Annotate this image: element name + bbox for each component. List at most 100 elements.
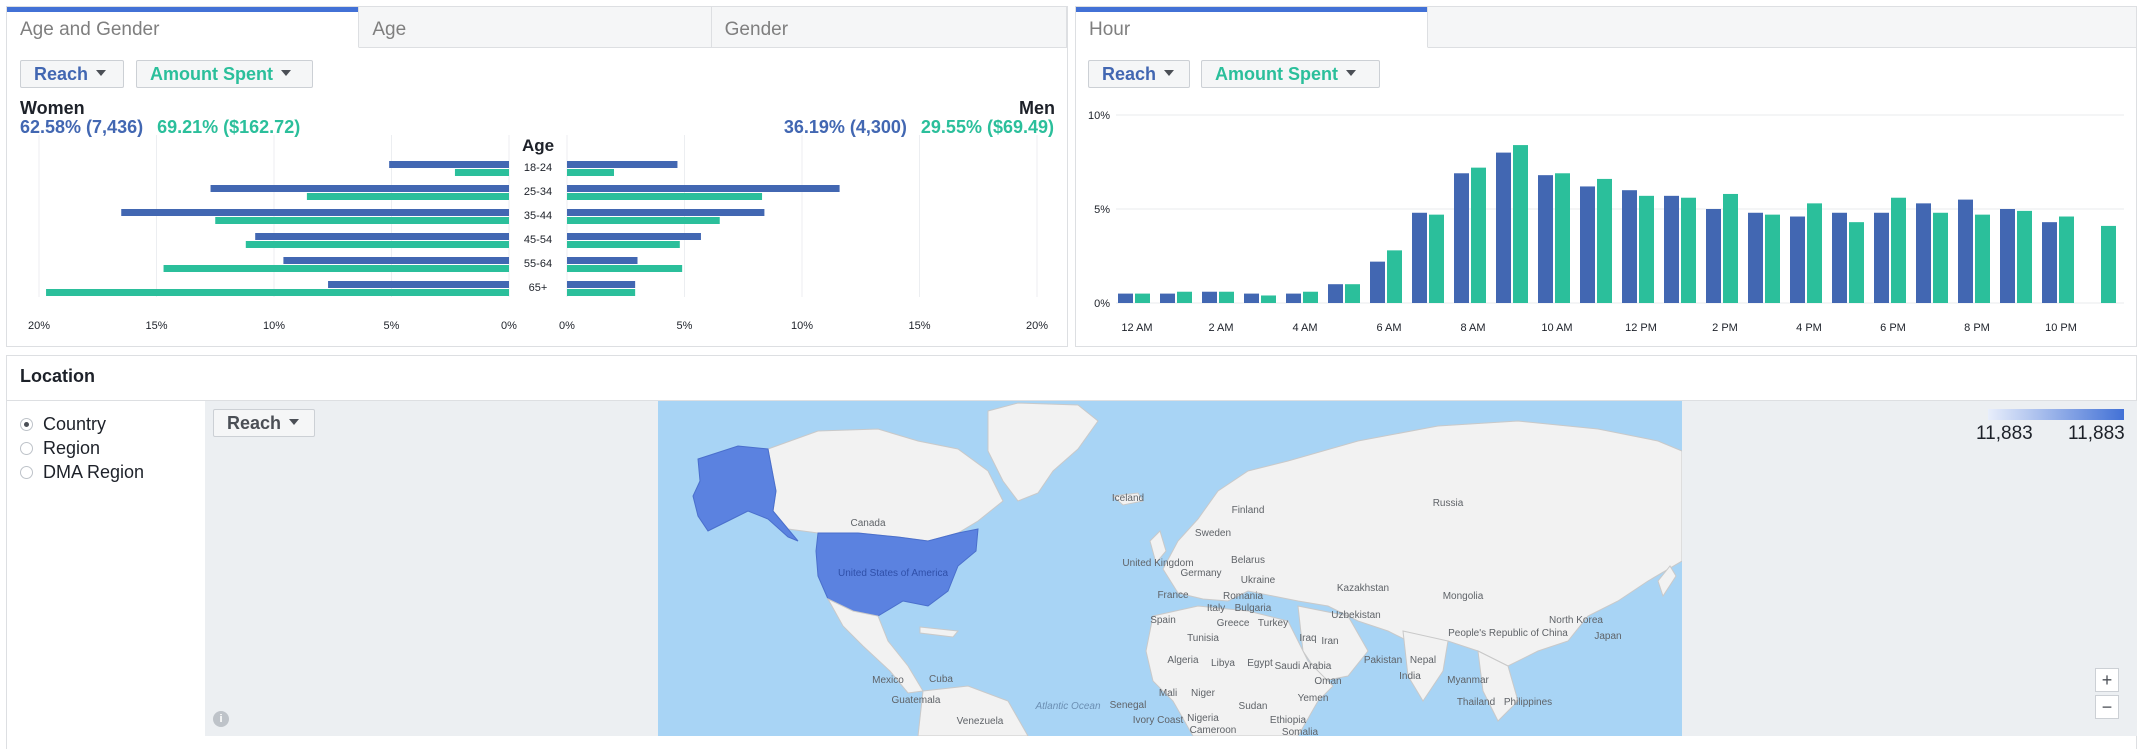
bar-hour-spent[interactable] (1849, 222, 1864, 303)
bar-hour-spent[interactable] (1933, 212, 1948, 303)
bar-women-spent[interactable] (454, 169, 509, 176)
bar-hour-spent[interactable] (1471, 167, 1486, 303)
women-stats: 62.58% (7,436) 69.21% ($162.72) (20, 117, 300, 138)
zoom-out-button[interactable]: − (2095, 695, 2119, 719)
bar-women-reach[interactable] (121, 209, 509, 216)
bar-hour-spent[interactable] (2101, 225, 2116, 303)
bar-men-spent[interactable] (567, 169, 614, 176)
x-tick-label: 12 PM (1625, 322, 1657, 334)
bar-hour-reach[interactable] (1202, 291, 1217, 303)
bar-women-spent[interactable] (46, 289, 510, 296)
zoom-in-button[interactable]: + (2095, 668, 2119, 692)
bar-hour-reach[interactable] (2000, 209, 2015, 303)
bar-men-reach[interactable] (567, 281, 636, 288)
hour-reach-dropdown[interactable]: Reach (1088, 60, 1190, 88)
map-label-saudi-arabia: Saudi Arabia (1275, 661, 1332, 672)
radio-region[interactable]: Region (20, 437, 100, 459)
bar-hour-spent[interactable] (1345, 284, 1360, 303)
bar-hour-reach[interactable] (2042, 222, 2057, 303)
bar-hour-spent[interactable] (1681, 197, 1696, 303)
tab-age-and-gender[interactable]: Age and Gender (7, 7, 360, 48)
hour-reach-dropdown-label: Reach (1102, 64, 1157, 84)
location-reach-dropdown[interactable]: Reach (213, 409, 315, 437)
amount-spent-dropdown[interactable]: Amount Spent (136, 60, 313, 88)
bar-hour-spent[interactable] (1429, 214, 1444, 303)
map-label-guatemala: Guatemala (892, 695, 941, 706)
bar-women-reach[interactable] (283, 257, 509, 264)
x-tick-label: 12 AM (1121, 322, 1152, 334)
bar-hour-spent[interactable] (1765, 214, 1780, 303)
bar-hour-spent[interactable] (2017, 210, 2032, 303)
bar-hour-reach[interactable] (1244, 293, 1259, 303)
bar-hour-spent[interactable] (1387, 250, 1402, 303)
bar-hour-spent[interactable] (1219, 291, 1234, 303)
bar-hour-spent[interactable] (1807, 203, 1822, 303)
tab-hour[interactable]: Hour (1076, 7, 1428, 48)
bar-men-reach[interactable] (567, 233, 701, 240)
tab-age[interactable]: Age (359, 7, 712, 48)
bar-hour-reach[interactable] (1832, 212, 1847, 303)
map-label-sweden: Sweden (1195, 528, 1231, 539)
women-label: Women (20, 98, 85, 118)
bar-hour-reach[interactable] (1118, 293, 1133, 303)
bar-hour-spent[interactable] (1513, 145, 1528, 303)
bar-hour-reach[interactable] (1664, 195, 1679, 303)
bar-hour-reach[interactable] (1958, 199, 1973, 303)
bar-hour-spent[interactable] (1177, 291, 1192, 303)
bar-men-reach[interactable] (567, 161, 678, 168)
bar-men-spent[interactable] (567, 289, 636, 296)
bar-hour-reach[interactable] (1496, 152, 1511, 303)
bar-women-reach[interactable] (328, 281, 509, 288)
info-icon[interactable]: i (213, 711, 229, 727)
bar-hour-reach[interactable] (1454, 173, 1469, 303)
bar-men-spent[interactable] (567, 265, 683, 272)
bar-hour-reach[interactable] (1412, 212, 1427, 303)
bar-men-spent[interactable] (567, 241, 680, 248)
tab-gender[interactable]: Gender (711, 7, 1067, 48)
bar-women-reach[interactable] (255, 233, 509, 240)
x-tick-label-right: 20% (1026, 320, 1048, 332)
bar-hour-spent[interactable] (1261, 295, 1276, 303)
bar-hour-spent[interactable] (1597, 178, 1612, 303)
bar-hour-spent[interactable] (1555, 173, 1570, 303)
bar-hour-reach[interactable] (1622, 190, 1637, 303)
map-label-myanmar: Myanmar (1447, 675, 1489, 686)
age-category-label: 55-64 (524, 258, 552, 270)
bar-men-spent[interactable] (567, 193, 763, 200)
map-label-egypt: Egypt (1247, 658, 1273, 669)
bar-men-reach[interactable] (567, 185, 840, 192)
bar-hour-reach[interactable] (1370, 261, 1385, 303)
hour-amount-spent-dropdown[interactable]: Amount Spent (1201, 60, 1380, 88)
bar-hour-spent[interactable] (1723, 193, 1738, 303)
bar-men-reach[interactable] (567, 209, 765, 216)
bar-men-reach[interactable] (567, 257, 638, 264)
radio-country[interactable]: Country (20, 413, 106, 435)
bar-women-reach[interactable] (210, 185, 510, 192)
bar-hour-reach[interactable] (1160, 293, 1175, 303)
bar-women-spent[interactable] (245, 241, 510, 248)
bar-hour-reach[interactable] (1916, 203, 1931, 303)
bar-hour-spent[interactable] (1135, 293, 1150, 303)
bar-hour-spent[interactable] (1975, 214, 1990, 303)
bar-women-reach[interactable] (389, 161, 509, 168)
map-label-libya: Libya (1211, 658, 1235, 669)
bar-hour-spent[interactable] (1303, 291, 1318, 303)
bar-women-spent[interactable] (306, 193, 509, 200)
radio-dma-region[interactable]: DMA Region (20, 461, 144, 483)
bar-hour-reach[interactable] (1790, 216, 1805, 303)
world-map[interactable]: Canada United States of America Iceland … (658, 401, 1682, 736)
bar-hour-reach[interactable] (1874, 212, 1889, 303)
bar-hour-reach[interactable] (1706, 209, 1721, 303)
bar-men-spent[interactable] (567, 217, 720, 224)
bar-hour-reach[interactable] (1538, 175, 1553, 303)
bar-women-spent[interactable] (163, 265, 510, 272)
bar-hour-reach[interactable] (1748, 212, 1763, 303)
bar-women-spent[interactable] (215, 217, 509, 224)
bar-hour-reach[interactable] (1286, 293, 1301, 303)
bar-hour-spent[interactable] (1639, 195, 1654, 303)
reach-dropdown[interactable]: Reach (20, 60, 124, 88)
bar-hour-spent[interactable] (1891, 197, 1906, 303)
bar-hour-spent[interactable] (2059, 216, 2074, 303)
bar-hour-reach[interactable] (1328, 284, 1343, 303)
bar-hour-reach[interactable] (1580, 186, 1595, 303)
